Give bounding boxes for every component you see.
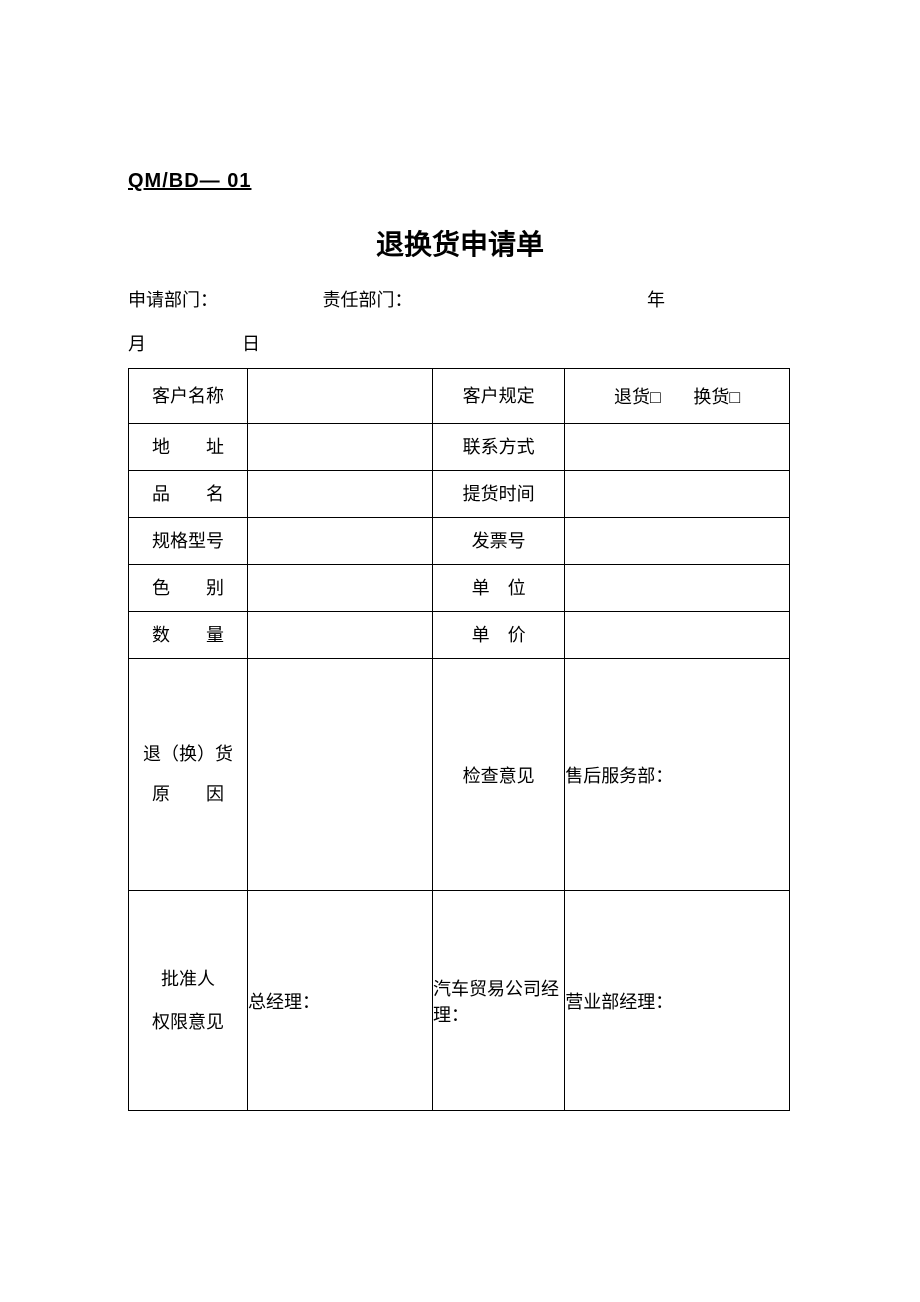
sales-mgr-cell: 营业部经理： (565, 891, 790, 1111)
label-spec: 规格型号 (129, 518, 248, 565)
gm-label: 总经理： (248, 992, 320, 1012)
label-customer-name: 客户名称 (129, 369, 248, 424)
checkbox-icon: □ (729, 387, 740, 407)
label-color: 色 别 (129, 565, 248, 612)
gm-cell: 总经理： (247, 891, 432, 1111)
label-invoice-no: 发票号 (433, 518, 565, 565)
value-inspect: 售后服务部： (565, 659, 790, 891)
sales-mgr-label: 营业部经理： (565, 992, 673, 1012)
exchange-label: 换货 (693, 387, 729, 407)
value-unit-price (565, 612, 790, 659)
label-contact: 联系方式 (433, 424, 565, 471)
label-unit: 单 位 (433, 565, 565, 612)
label-approve: 批准人 权限意见 (129, 891, 248, 1111)
reason-line2: 原 因 (152, 784, 224, 804)
value-quantity (247, 612, 432, 659)
after-sales-label: 售后服务部： (565, 766, 673, 786)
header-line-1: 申请部门： 责任部门： 年 (128, 281, 792, 321)
label-customer-rule: 客户规定 (433, 369, 565, 424)
label-quantity: 数 量 (129, 612, 248, 659)
value-unit (565, 565, 790, 612)
document-code: QM/BD— 01 (128, 170, 792, 193)
apply-dept-label: 申请部门： (128, 281, 318, 321)
label-unit-price: 单 价 (433, 612, 565, 659)
value-color (247, 565, 432, 612)
value-reason (247, 659, 432, 891)
form-table: 客户名称 客户规定 退货□ 换货□ 地 址 联系方式 品 名 提货时间 (128, 368, 790, 1111)
form-title: 退换货申请单 (128, 223, 792, 263)
value-contact (565, 424, 790, 471)
month-day-label: 月 日 (128, 325, 280, 365)
approve-line1: 批准人 (161, 969, 215, 989)
checkbox-icon: □ (650, 387, 661, 407)
value-invoice-no (565, 518, 790, 565)
approve-line2: 权限意见 (152, 1012, 224, 1032)
label-reason: 退（换）货 原 因 (129, 659, 248, 891)
value-customer-name (247, 369, 432, 424)
page: QM/BD— 01 退换货申请单 申请部门： 责任部门： 年 月 日 客户名称 … (0, 0, 920, 1302)
value-spec (247, 518, 432, 565)
label-product: 品 名 (129, 471, 248, 518)
reason-line1: 退（换）货 (143, 744, 233, 764)
return-exchange-cell: 退货□ 换货□ (565, 369, 790, 424)
label-pickup-time: 提货时间 (433, 471, 565, 518)
auto-mgr-cell: 汽车贸易公司经理： (433, 891, 565, 1111)
label-inspect: 检查意见 (433, 659, 565, 891)
resp-dept-label: 责任部门： (323, 281, 643, 321)
header-line-2: 月 日 (128, 325, 792, 365)
return-option: 退货□ (614, 383, 661, 409)
value-product (247, 471, 432, 518)
return-label: 退货 (614, 387, 650, 407)
label-address: 地 址 (129, 424, 248, 471)
year-label: 年 (647, 281, 665, 321)
auto-mgr-label: 汽车贸易公司经理： (433, 979, 559, 1025)
value-pickup-time (565, 471, 790, 518)
exchange-option: 换货□ (693, 383, 740, 409)
value-address (247, 424, 432, 471)
